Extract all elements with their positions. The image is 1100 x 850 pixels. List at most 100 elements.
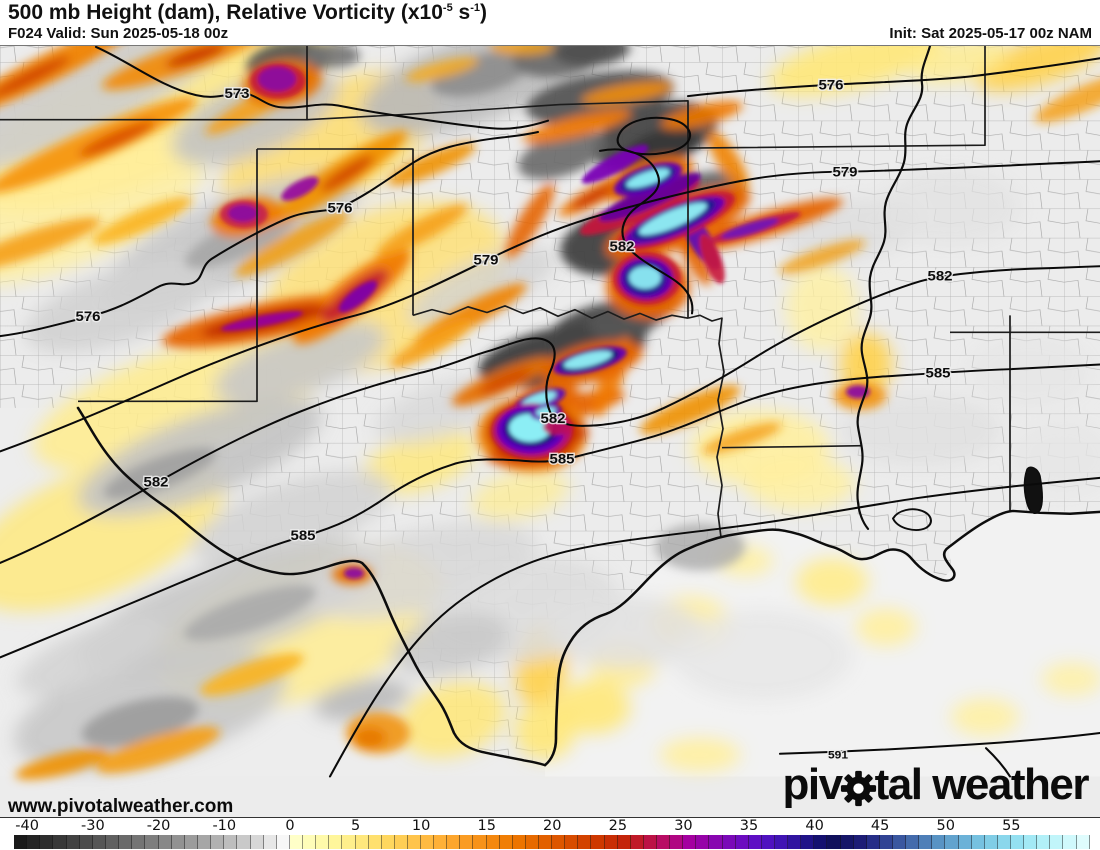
- colorbar-tick: 10: [411, 818, 431, 834]
- colorbar-cell: [892, 835, 907, 849]
- gear-icon: [840, 770, 876, 806]
- colorbar-cell: [748, 835, 762, 849]
- contour-591: [778, 732, 1100, 755]
- colorbar-cell: [197, 835, 212, 849]
- colorbar-cell: [276, 835, 290, 849]
- contour-label-585: 585: [925, 366, 950, 382]
- colorbar-cell: [14, 835, 28, 849]
- colorbar-cell: [879, 835, 893, 849]
- colorbar-cell: [630, 835, 644, 849]
- colorbar-cell: [92, 835, 106, 849]
- colorbar-cell: [1037, 835, 1051, 849]
- colorbar-tick: 15: [477, 818, 496, 834]
- contour-588: [328, 476, 1100, 778]
- colorbar-cell: [105, 835, 120, 849]
- contour-label-582: 582: [609, 239, 634, 255]
- colorbar-cell: [27, 835, 41, 849]
- page-title: 500 mb Height (dam), Relative Vorticity …: [8, 1, 487, 24]
- gulf-coastline: [543, 509, 1100, 767]
- colorbar-cell: [984, 835, 998, 849]
- coastline-rivers: [76, 46, 1100, 767]
- colorbar-cell: [539, 835, 553, 849]
- colorbar-tick: -30: [81, 818, 105, 834]
- contour-576-west: [0, 131, 540, 338]
- colorbar-cell: [381, 835, 395, 849]
- colorbar-cell: [775, 835, 789, 849]
- colorbar-cell: [132, 835, 146, 849]
- colorbar-cell: [303, 835, 317, 849]
- contour-585: [0, 363, 1100, 659]
- colorbar-cell: [486, 835, 500, 849]
- colorbar-cell: [289, 835, 304, 849]
- colorbar-cell: [525, 835, 540, 849]
- colorbar-cell: [473, 835, 487, 849]
- contour-591-hook: [984, 747, 1012, 778]
- header: 500 mb Height (dam), Relative Vorticity …: [0, 0, 1100, 45]
- colorbar-cell: [735, 835, 749, 849]
- colorbar-cell: [617, 835, 631, 849]
- colorbar-tick: -20: [146, 818, 171, 834]
- contour-582-main: [0, 265, 1100, 564]
- contour-label-579: 579: [473, 253, 498, 269]
- colorbar-cell: [447, 835, 461, 849]
- colorbar-cell: [394, 835, 408, 849]
- contour-582-oklahoma: [598, 148, 694, 315]
- colorbar-cell: [1024, 835, 1038, 849]
- colorbar-cell: [171, 835, 185, 849]
- contour-573: [94, 46, 550, 130]
- colorbar-cell: [1050, 835, 1064, 849]
- contour-label-573: 573: [224, 86, 249, 102]
- forecast-valid-time: F024 Valid: Sun 2025-05-18 00z: [8, 25, 229, 42]
- colorbar-tick: 25: [608, 818, 628, 834]
- colorbar-tick: 5: [350, 818, 361, 834]
- colorbar-cell: [145, 835, 159, 849]
- colorbar-cell: [158, 835, 172, 849]
- colorbar-cell: [434, 835, 448, 849]
- colorbar-cell: [66, 835, 80, 849]
- colorbar-cell: [499, 835, 513, 849]
- rio-grande-river: [76, 406, 547, 767]
- colorbar-cell: [512, 835, 526, 849]
- colorbar-cell: [683, 835, 697, 849]
- colorbar-cell: [853, 835, 867, 849]
- colorbar-tick: 40: [805, 818, 824, 834]
- vorticity-map: 573 576 576 576 579 579 582 582 582 582 585 585 585 5…: [0, 46, 1100, 780]
- contour-labels: 573 576 576 576 579 579 582 582 582 582 585 585 585 5…: [74, 76, 954, 763]
- height-contours: [0, 46, 1100, 778]
- colorbar-cell: [342, 835, 356, 849]
- contour-label-582: 582: [540, 411, 565, 427]
- colorbar-cell: [906, 835, 920, 849]
- colorbar-cell: [958, 835, 972, 849]
- contour-label-591: 591: [828, 749, 849, 762]
- colorbar-cell: [932, 835, 946, 849]
- colorbar-cell: [657, 835, 671, 849]
- contour-label-585: 585: [549, 452, 574, 468]
- colorbar-cell: [696, 835, 710, 849]
- watermark-url: www.pivotalweather.com: [8, 796, 234, 817]
- contour-label-582: 582: [143, 475, 168, 491]
- logo-text-after: tal weather: [874, 760, 1090, 809]
- contour-label-576: 576: [818, 78, 843, 94]
- colorbar-cell: [40, 835, 54, 849]
- colorbar-cell: [407, 835, 422, 849]
- logo-text-before: piv: [782, 760, 844, 809]
- colorbar-cell: [814, 835, 828, 849]
- colorbar-cell: [604, 835, 618, 849]
- mobile-bay: [1023, 466, 1044, 514]
- contour-label-576: 576: [327, 201, 352, 217]
- colorbar-cell: [788, 835, 802, 849]
- colorbar-cell: [565, 835, 579, 849]
- colorbar-cell: [709, 835, 723, 849]
- colorbar-cell: [421, 835, 435, 849]
- model-init-time: Init: Sat 2025-05-17 00z NAM: [889, 25, 1092, 42]
- colorbar-cell: [670, 835, 684, 849]
- contour-label-585: 585: [290, 529, 315, 545]
- mississippi-river: [856, 46, 932, 530]
- colorbar-tick: 35: [739, 818, 759, 834]
- colorbar-tick: 55: [1002, 818, 1021, 834]
- colorbar-cell: [1076, 835, 1090, 849]
- contour-579: [0, 160, 1100, 453]
- colorbar-cell: [827, 835, 841, 849]
- colorbar-cell: [368, 835, 382, 849]
- colorbar-cell: [919, 835, 933, 849]
